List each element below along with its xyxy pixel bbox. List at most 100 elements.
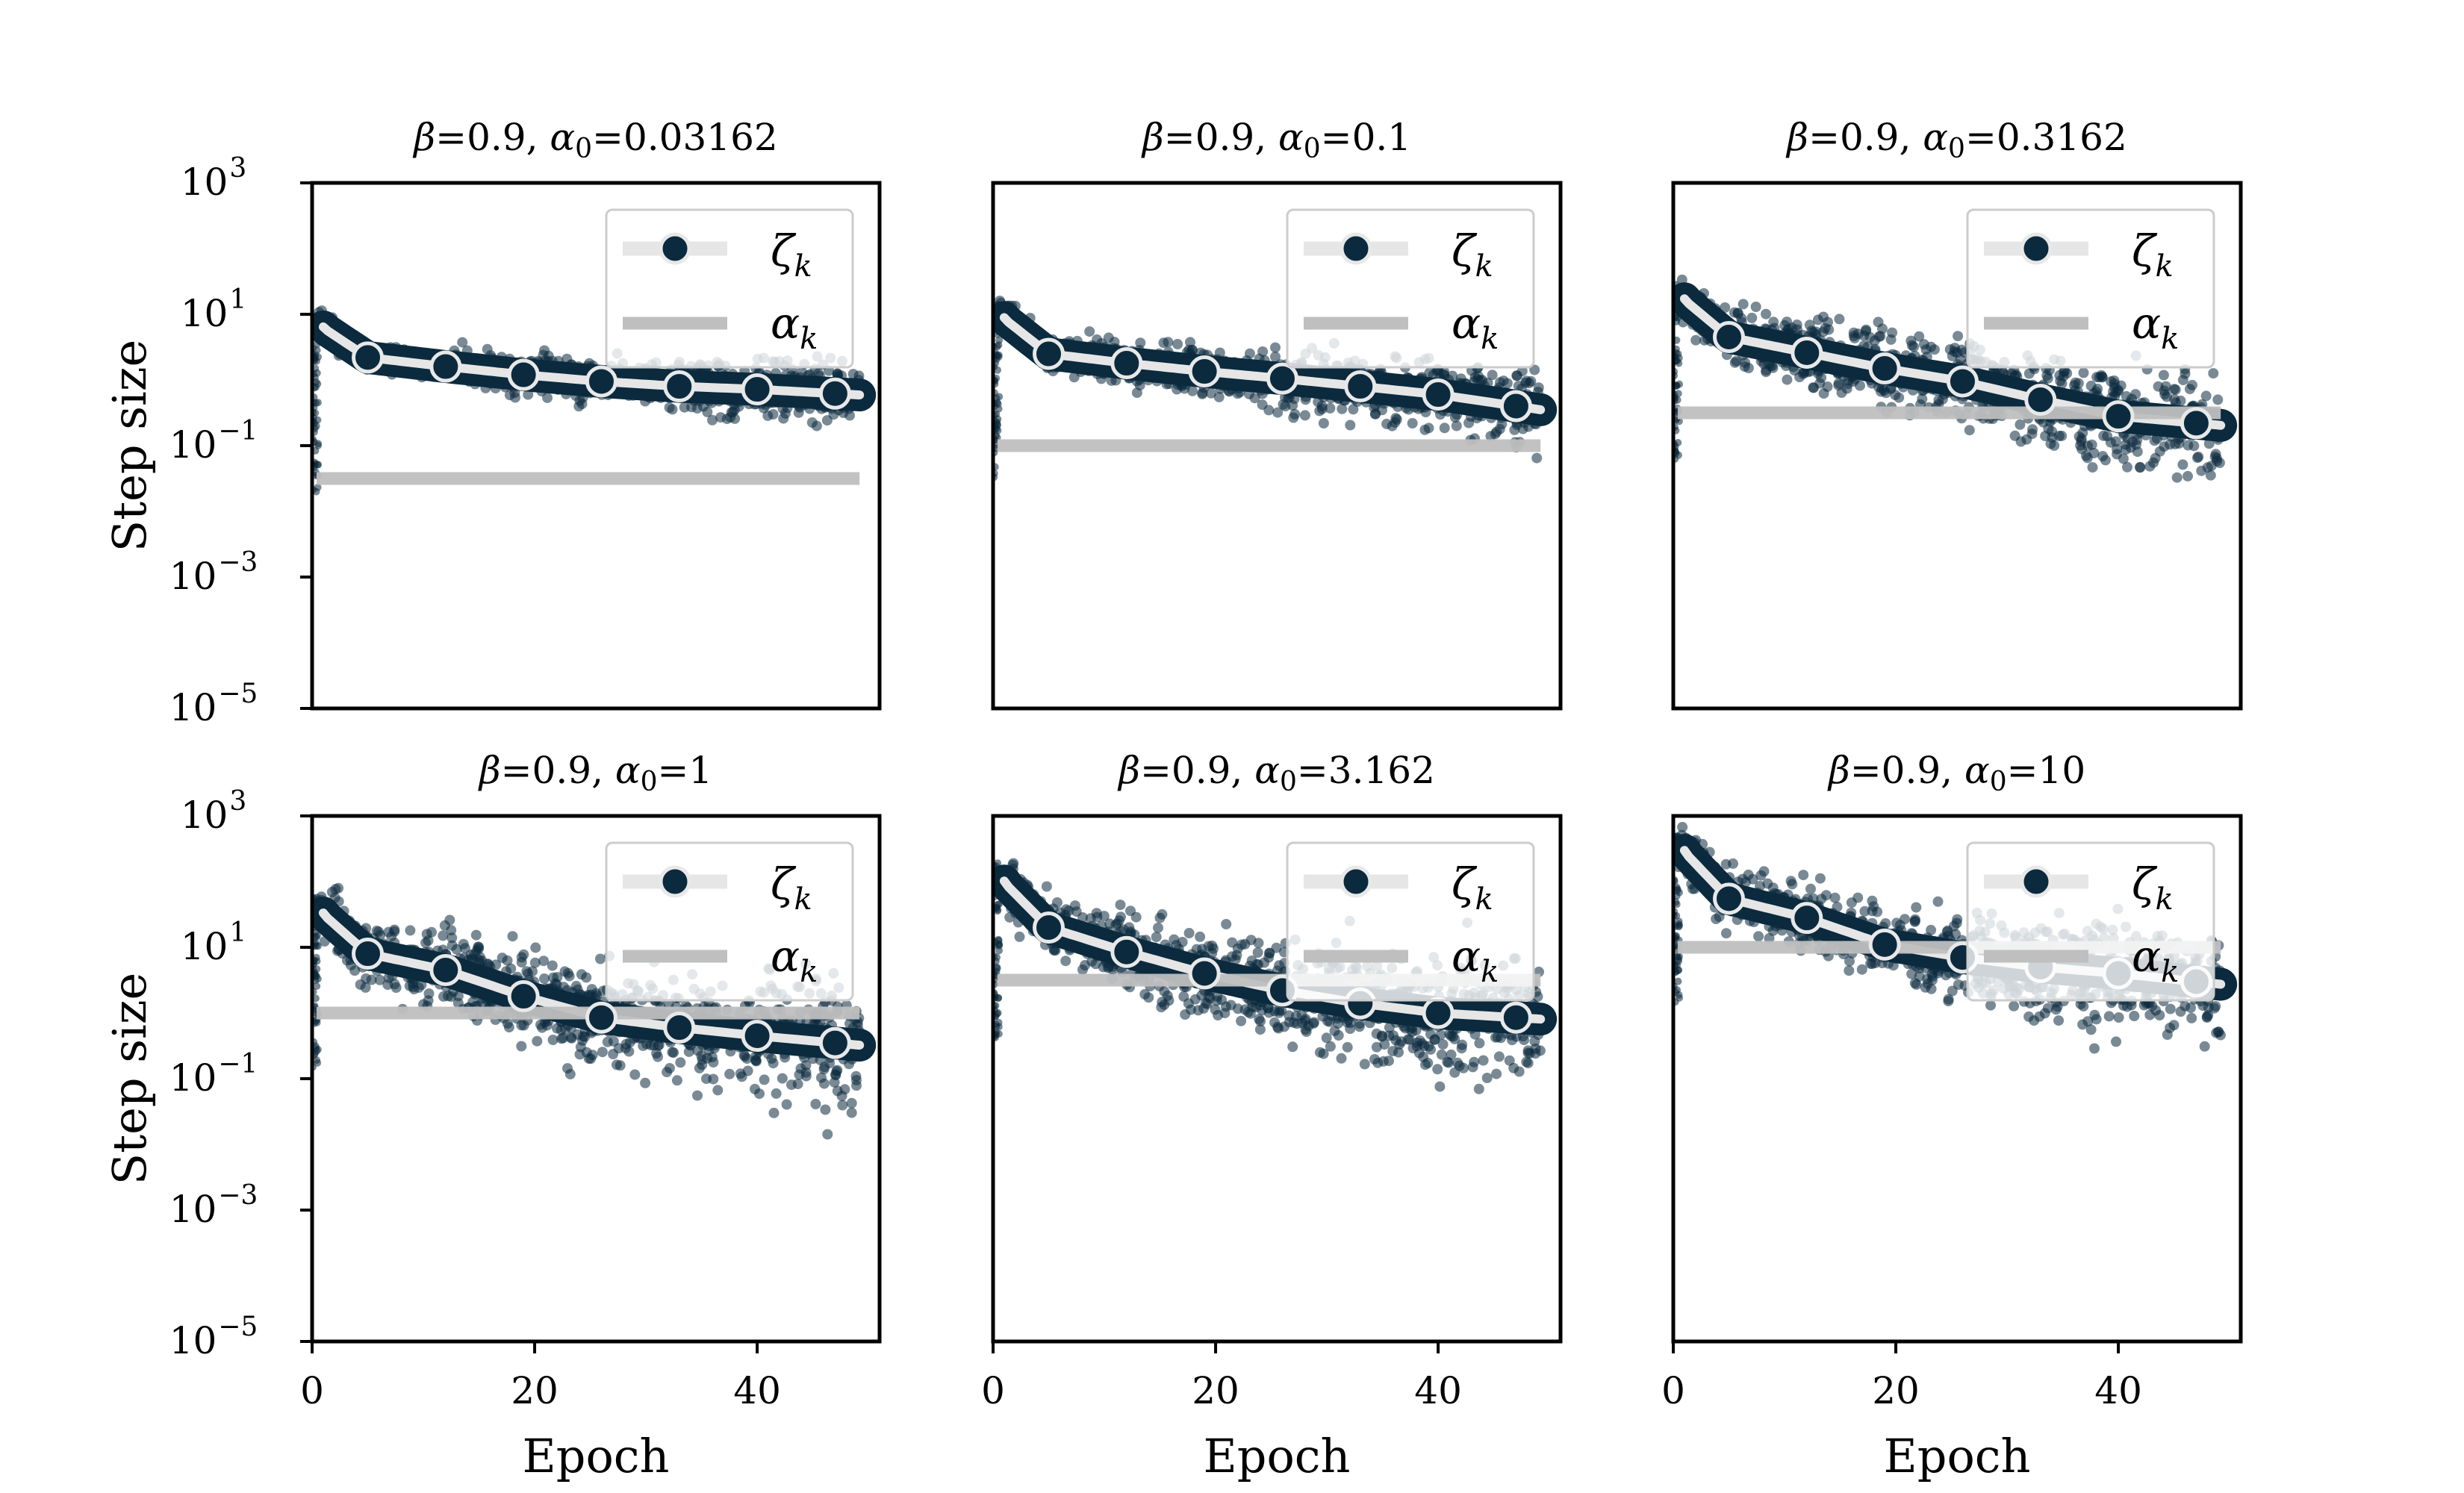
y-tick-exponent: −5 [218, 679, 258, 709]
y-axis-label: Step size [102, 340, 157, 552]
scatter-point [810, 1099, 821, 1109]
scatter-point [314, 416, 322, 424]
scatter-point [2135, 461, 2146, 473]
scatter-point [2086, 439, 2097, 450]
scatter-point [507, 931, 518, 942]
scatter-point [1322, 1015, 1333, 1026]
legend-symbol: ζ [1452, 858, 1478, 909]
scatter-point [1720, 302, 1731, 313]
scatter-point [1739, 361, 1750, 372]
scatter-point [1467, 1062, 1478, 1073]
scatter-point [360, 982, 371, 993]
scatter-point [994, 906, 1002, 914]
scatter-point [1185, 337, 1195, 348]
scatter-point [1329, 1026, 1340, 1037]
scatter-point [505, 963, 517, 974]
title-beta-value: =0.9, [1164, 116, 1278, 159]
scatter-point [2105, 437, 2116, 448]
scatter-point [1300, 1024, 1311, 1035]
scatter-point [1808, 382, 1819, 393]
scatter-point [1944, 344, 1956, 355]
legend-symbol: ζ [1452, 225, 1478, 276]
scatter-point [2158, 370, 2169, 381]
x-tick-label: 40 [733, 1369, 781, 1412]
legend-subscript: k [1475, 882, 1493, 917]
legend-label-alpha: αk [771, 298, 818, 356]
scatter-point [1274, 1005, 1285, 1016]
scatter-point [1955, 354, 1966, 365]
scatter-point [1273, 1023, 1284, 1034]
scatter-point [1396, 1036, 1407, 1047]
scatter-point [1457, 1039, 1468, 1050]
scatter-point [2212, 394, 2224, 405]
panel-title: β=0.9, α0=1 [478, 749, 713, 797]
scatter-point [1674, 390, 1682, 398]
scatter-point [503, 1022, 514, 1033]
scatter-point [1384, 1056, 1394, 1067]
scatter-point [1290, 1011, 1301, 1022]
scatter-point [532, 1035, 543, 1047]
scatter-point [446, 925, 457, 936]
scatter-point [1478, 1055, 1489, 1066]
scatter-point [1345, 420, 1356, 431]
scatter-point [2073, 378, 2084, 389]
legend-label-zeta: ζk [771, 225, 812, 284]
scatter-point [1736, 313, 1747, 324]
y-tick-base: 10 [181, 925, 228, 968]
scatter-point [1522, 1047, 1534, 1059]
scatter-point [1750, 302, 1761, 312]
scatter-point [792, 1079, 803, 1090]
scatter-point [1491, 426, 1502, 437]
y-tick-base: 10 [181, 160, 228, 204]
scatter-point [683, 1046, 694, 1057]
scatter-point [1041, 881, 1052, 892]
scatter-point [795, 1063, 806, 1074]
scatter-point [831, 1066, 842, 1077]
zeta-marker [507, 980, 540, 1013]
scatter-point [1520, 377, 1531, 388]
scatter-point [1369, 1054, 1380, 1065]
scatter-point [1439, 423, 1450, 434]
scatter-point [1014, 931, 1025, 942]
scatter-point [1808, 327, 1819, 338]
scatter-point [608, 1049, 619, 1059]
x-tick-label: 20 [511, 1369, 559, 1412]
zeta-marker [1110, 347, 1143, 380]
zeta-marker [1344, 370, 1377, 403]
legend-label-zeta: ζk [1452, 858, 1493, 917]
y-tick-exponent: −1 [218, 1049, 258, 1079]
scatter-point [1207, 940, 1218, 951]
scatter-point [408, 982, 419, 993]
scatter-point [1393, 1047, 1404, 1058]
y-tick-label: 10−1 [169, 1049, 258, 1100]
scatter-point [2149, 435, 2160, 446]
legend-zeta-marker [1340, 865, 1372, 898]
scatter-point [1782, 374, 1793, 385]
scatter-point [1314, 1047, 1325, 1058]
zeta-marker [1188, 957, 1221, 990]
scatter-point [1308, 1017, 1319, 1028]
scatter-point [1369, 408, 1381, 420]
scatter-point [2092, 384, 2103, 394]
y-tick-label: 10−3 [169, 1180, 258, 1231]
scatter-point [1531, 452, 1543, 464]
plot-area [312, 882, 877, 1140]
scatter-point [597, 1047, 608, 1058]
zeta-marker [1033, 911, 1065, 944]
scatter-point [724, 1068, 735, 1079]
scatter-point [829, 1076, 840, 1088]
scatter-point [314, 1059, 322, 1067]
scatter-point [1674, 350, 1682, 358]
zeta-marker [1422, 378, 1455, 411]
zeta-marker [818, 377, 851, 410]
y-tick-exponent: −3 [218, 547, 258, 578]
legend-subscript: k [2161, 322, 2179, 356]
scatter-point [333, 882, 344, 894]
scatter-point [1270, 351, 1281, 362]
scatter-point [313, 982, 321, 990]
scatter-point [2096, 370, 2107, 381]
scatter-point [1463, 417, 1475, 428]
scatter-point [516, 1041, 527, 1052]
legend-subscript: k [800, 955, 818, 989]
